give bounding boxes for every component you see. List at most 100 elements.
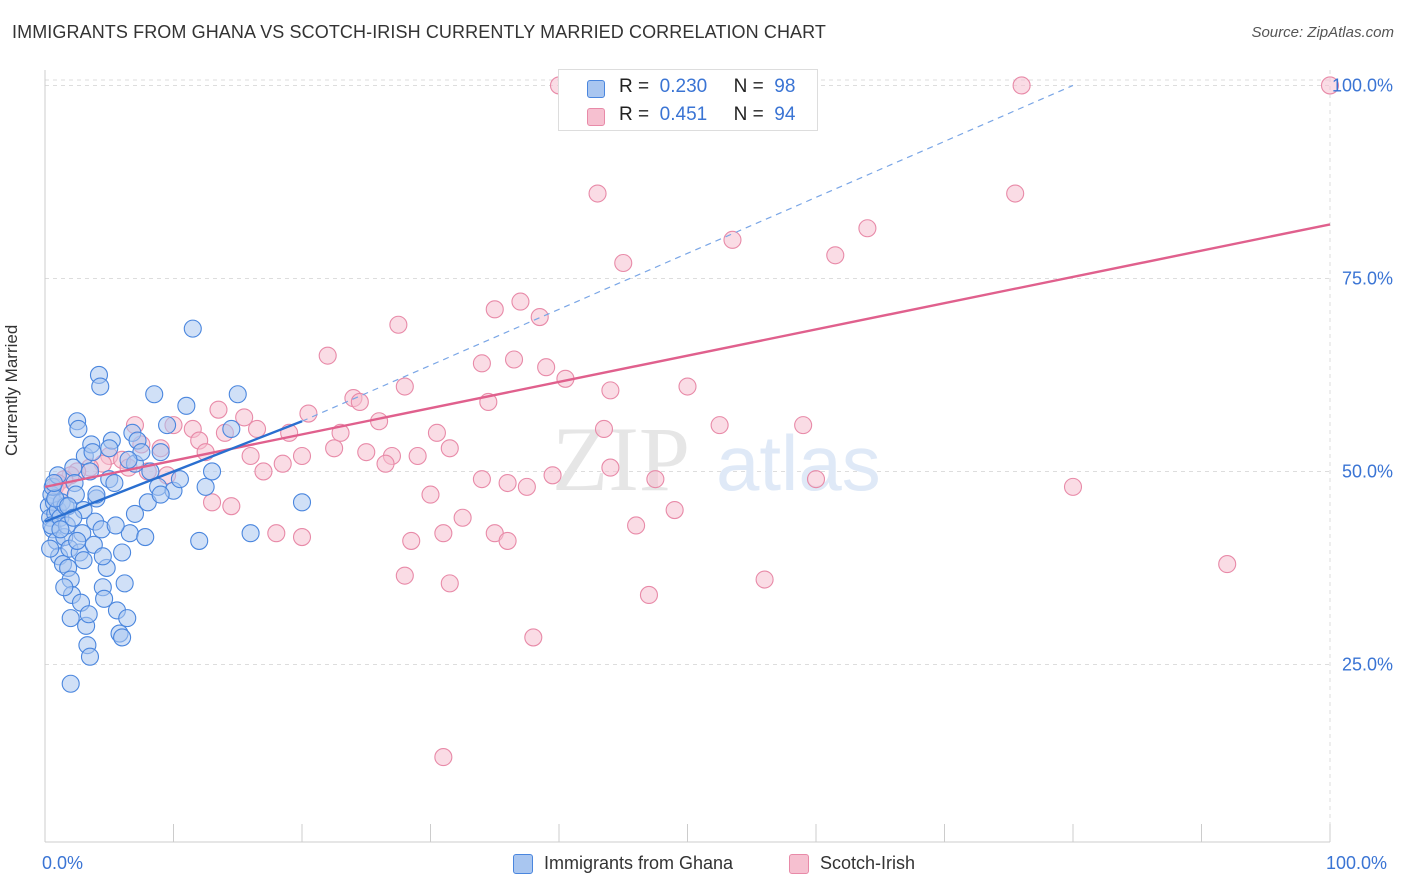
- ghana-point: [177, 396, 196, 415]
- scotch-irish-point: [639, 585, 659, 605]
- ghana-point: [145, 385, 164, 404]
- ghana-point: [61, 609, 80, 628]
- scotch-irish-point: [794, 416, 813, 435]
- scotch-irish-point: [594, 419, 614, 439]
- scotch-irish-point: [710, 416, 729, 435]
- series-scotch-irish-points: [46, 76, 1340, 767]
- ghana-point: [105, 473, 124, 493]
- scotch-irish-point: [235, 408, 254, 427]
- ghana-point: [196, 477, 215, 496]
- ghana-point: [151, 485, 170, 504]
- scotch-irish-point: [601, 381, 620, 400]
- scotch-irish-point: [485, 300, 504, 319]
- ghana-point: [80, 647, 100, 666]
- n-label: N =: [733, 104, 764, 125]
- ghana-point: [61, 674, 80, 693]
- scotch-irish-point: [292, 446, 312, 466]
- scotch-irish-point: [389, 315, 408, 334]
- scotch-irish-point: [292, 528, 312, 547]
- legend-stats-scotch-irish: R = 0.451 N = 94: [619, 104, 795, 126]
- ghana-trend-extension: [301, 84, 1074, 422]
- scotch-irish-point: [440, 574, 459, 593]
- scotch-irish-point: [1012, 76, 1031, 95]
- ghana-point: [113, 543, 132, 562]
- ghana-point: [113, 628, 132, 647]
- ghana-point: [93, 547, 112, 566]
- ghana-point: [119, 450, 138, 469]
- ghana-point: [115, 574, 134, 593]
- scotch-irish-point: [614, 253, 633, 273]
- scotch-irish-point: [858, 219, 877, 238]
- scotch-irish-point: [755, 570, 774, 589]
- scotch-irish-point: [408, 446, 427, 466]
- scotch-irish-point: [543, 466, 562, 485]
- scotch-irish-point: [395, 377, 414, 396]
- ghana-point: [91, 377, 110, 396]
- series-legend: Immigrants from Ghana Scotch-Irish: [0, 853, 1406, 877]
- ghana-point: [125, 504, 144, 523]
- y-tick-label: 100.0%: [1332, 75, 1393, 95]
- zipatlas-watermark: ZIP atlas: [552, 408, 881, 510]
- scotch-irish-point: [395, 566, 414, 585]
- scotch-irish-point: [601, 458, 620, 477]
- legend-row-ghana: R = 0.230 N = 98: [559, 72, 817, 102]
- chart-title: IMMIGRANTS FROM GHANA VS SCOTCH-IRISH CU…: [12, 22, 827, 42]
- ghana-point: [222, 419, 241, 439]
- scotch-irish-point: [376, 454, 395, 473]
- scotch-irish-point: [517, 477, 536, 496]
- scotch-irish-point: [530, 307, 549, 327]
- scotch-irish-point: [357, 443, 376, 462]
- n-value: 94: [774, 104, 796, 125]
- y-tick-label: 25.0%: [1342, 654, 1393, 674]
- scotch-irish-point: [806, 470, 826, 489]
- ghana-point: [136, 528, 155, 547]
- legend-stats-ghana: R = 0.230 N = 98: [619, 76, 795, 98]
- ghana-point: [79, 605, 98, 624]
- scotch-irish-point: [318, 346, 337, 365]
- ghana-trend-line: [44, 420, 303, 523]
- legend-row-scotch-irish: R = 0.451 N = 94: [559, 100, 817, 130]
- ghana-point: [151, 443, 170, 462]
- scotch-irish-point: [498, 473, 517, 493]
- scotch-irish-point: [678, 377, 697, 396]
- scotch-irish-point: [1218, 555, 1237, 574]
- y-tick-label: 75.0%: [1342, 268, 1393, 288]
- scotch-irish-point: [402, 531, 421, 550]
- scotch-irish-point: [325, 439, 344, 458]
- axes: [44, 70, 1331, 843]
- scotch-irish-point: [440, 439, 459, 458]
- ghana-point: [118, 609, 137, 628]
- ghana-point: [170, 470, 189, 489]
- ghana-point: [100, 439, 119, 458]
- scotch-irish-point: [421, 485, 440, 504]
- ghana-point: [203, 462, 222, 481]
- scotch-irish-point: [434, 748, 453, 767]
- ghana-point: [69, 419, 88, 439]
- series-ghana-points: [39, 319, 312, 693]
- chart-source: Source: ZipAtlas.com: [1251, 24, 1394, 41]
- ghana-point: [106, 516, 125, 535]
- scotch-irish-point: [723, 230, 742, 249]
- watermark-zip: ZIP: [552, 408, 690, 510]
- ghana-point: [74, 551, 93, 570]
- scotch-irish-trend-line: [44, 223, 1331, 489]
- r-value: 0.230: [659, 76, 708, 97]
- scotch-irish-point: [209, 400, 228, 419]
- ghana-point: [41, 539, 60, 558]
- legend-swatch-blue: [513, 854, 533, 874]
- scotch-irish-point: [524, 628, 543, 647]
- scotch-irish-point: [472, 470, 491, 489]
- scotch-irish-point: [267, 524, 286, 543]
- ghana-point: [51, 520, 70, 539]
- scotch-irish-point: [299, 404, 318, 423]
- scotch-irish-point: [222, 497, 241, 516]
- scotch-irish-point: [247, 419, 267, 439]
- y-tick-labels: 25.0% 50.0% 75.0% 100.0%: [1332, 75, 1393, 674]
- x-tick-max: 100.0%: [1326, 853, 1388, 873]
- scotch-irish-point: [498, 531, 517, 550]
- y-tick-label: 50.0%: [1342, 461, 1393, 481]
- trend-lines: [44, 84, 1331, 523]
- scotch-irish-point: [665, 500, 684, 520]
- x-tick-min: 0.0%: [42, 853, 84, 873]
